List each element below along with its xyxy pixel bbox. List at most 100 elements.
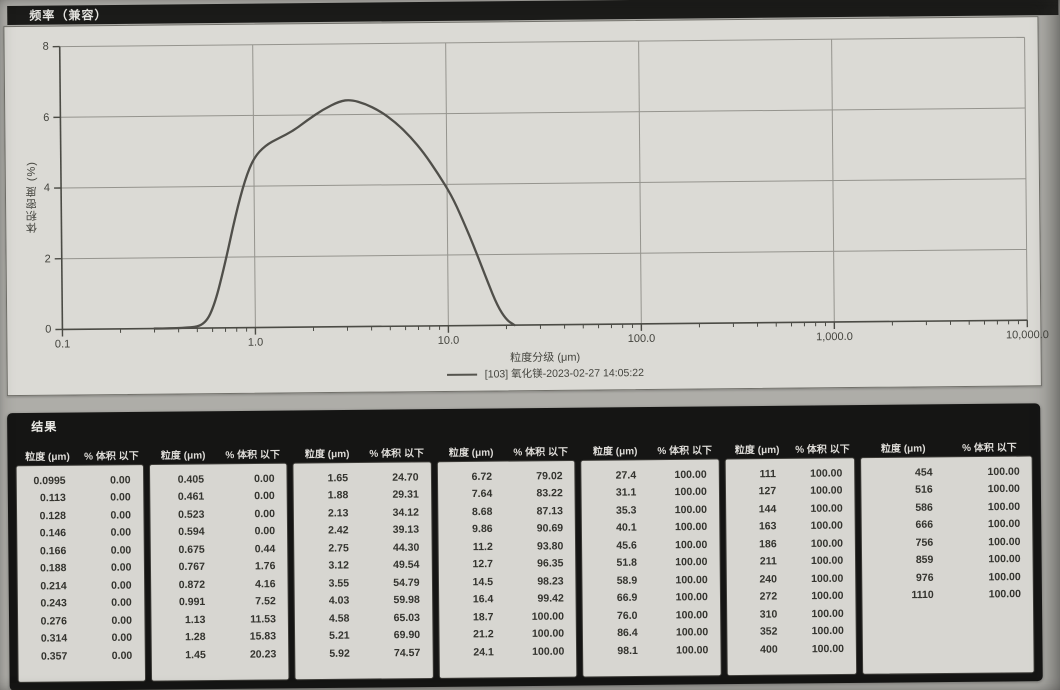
table-row: 16.4 99.42 — [439, 590, 576, 609]
pct-column-header: % 体积 以下 — [225, 449, 281, 461]
pct-value: 100.00 — [675, 608, 709, 622]
pct-value: 0.00 — [111, 631, 133, 645]
results-column-body: 0.405 0.00 0.461 0.00 0.523 0.00 0.594 0.00 0.67… — [148, 462, 290, 682]
pct-column-header: % 体积 以下 — [962, 442, 1017, 454]
pct-value: 49.54 — [393, 558, 420, 572]
table-row: 98.1 100.00 — [583, 641, 720, 660]
pct-value: 100.00 — [988, 553, 1021, 566]
pct-value: 100.00 — [675, 556, 708, 569]
pct-value: 54.79 — [393, 576, 420, 589]
results-column-body: 111 100.00 127 100.00 144 100.00 163 100.00 186 1… — [724, 457, 858, 677]
table-row: 0.0995 0.00 — [17, 471, 143, 490]
table-row: 1.88 29.31 — [294, 486, 431, 505]
size-value: 18.7 — [472, 610, 494, 624]
size-column-header: 粒度 (μm) — [304, 448, 350, 461]
size-value: 0.146 — [39, 527, 67, 540]
table-row: 0.357 0.00 — [18, 647, 144, 666]
size-value: 0.188 — [40, 562, 67, 575]
pct-value: 44.30 — [392, 541, 420, 554]
pct-value: 100.00 — [675, 573, 708, 587]
table-row: 66.9 100.00 — [583, 588, 720, 607]
pct-value: 0.00 — [110, 473, 131, 487]
size-value: 76.0 — [616, 609, 638, 622]
pct-value: 100.00 — [674, 485, 707, 499]
pct-value: 90.69 — [536, 522, 564, 535]
plot-area: 0.1 1.0 10.0 100.0 1,000.0 10,000.0 0 2 4 6 8 — [42, 36, 1049, 351]
pct-value: 0.00 — [254, 490, 275, 503]
table-row: 352 100.00 — [727, 622, 856, 641]
pct-value: 0.00 — [111, 579, 132, 592]
pct-value: 100.00 — [532, 645, 565, 658]
table-row: 0.523 0.00 — [150, 505, 287, 524]
results-column-body: 0.0995 0.00 0.113 0.00 0.128 0.00 0.146 0.00 0.1… — [15, 464, 146, 683]
size-value: 3.55 — [328, 577, 350, 590]
table-row: 8.68 87.13 — [438, 502, 575, 521]
pct-value: 0.00 — [111, 649, 133, 662]
table-row: 0.146 0.00 — [17, 524, 143, 543]
size-value: 8.68 — [471, 505, 493, 518]
size-value: 976 — [915, 571, 934, 584]
x-tick-label: 100.0 — [627, 332, 656, 346]
pct-value: 0.00 — [254, 507, 275, 520]
pct-value: 100.00 — [674, 521, 708, 534]
size-value: 21.2 — [473, 628, 494, 641]
x-tick-label: 0.1 — [54, 338, 71, 351]
pct-value: 74.57 — [393, 646, 421, 660]
pct-value: 39.13 — [392, 523, 420, 537]
pct-value: 100.00 — [674, 503, 708, 516]
pct-value: 100.00 — [988, 535, 1021, 548]
legend-line-swatch — [446, 373, 477, 376]
table-row: 0.166 0.00 — [17, 541, 143, 560]
results-column: 粒度 (μm) % 体积 以下 454 100.00 516 100.00 586 100.0… — [860, 435, 1035, 675]
pct-value: 83.22 — [536, 487, 563, 500]
size-value: 0.461 — [177, 490, 205, 504]
size-value: 0.523 — [178, 508, 205, 521]
table-row: 3.12 49.54 — [294, 556, 431, 575]
pct-value: 15.83 — [249, 630, 277, 643]
pct-value: 100.00 — [810, 537, 844, 550]
table-row: 4.03 59.98 — [295, 591, 432, 610]
size-value: 0.594 — [178, 525, 205, 539]
table-row: 144 100.00 — [726, 499, 855, 518]
size-value: 211 — [759, 555, 777, 568]
table-row: 310 100.00 — [727, 605, 856, 624]
table-row: 14.5 98.23 — [439, 572, 576, 591]
table-row: 35.3 100.00 — [582, 501, 719, 520]
size-value: 0.872 — [178, 578, 206, 591]
pct-value: 100.00 — [675, 626, 709, 639]
pct-value: 99.42 — [537, 592, 564, 605]
size-value: 0.0995 — [33, 474, 66, 487]
table-row: 4.58 65.03 — [295, 609, 432, 628]
size-value: 0.405 — [177, 473, 205, 486]
y-tick-label: 6 — [43, 111, 50, 124]
pct-column-header: % 体积 以下 — [657, 445, 713, 457]
size-value: 1110 — [911, 589, 934, 602]
size-column-header: 粒度 (μm) — [734, 444, 780, 456]
pct-value: 0.00 — [111, 614, 132, 627]
table-row: 0.872 4.16 — [151, 575, 288, 594]
table-row: 211 100.00 — [726, 552, 855, 571]
table-row: 40.1 100.00 — [582, 518, 719, 537]
pct-value: 100.00 — [811, 642, 845, 655]
pct-value: 100.00 — [675, 538, 708, 551]
table-row: 2.42 39.13 — [294, 521, 431, 540]
size-column-header: 粒度 (μm) — [160, 449, 206, 462]
size-value: 1.13 — [184, 613, 206, 626]
table-row: 31.1 100.00 — [582, 483, 719, 502]
pct-value: 65.03 — [393, 611, 421, 624]
column-header-row: 粒度 (μm) % 体积 以下 — [292, 441, 431, 462]
table-row: 1.65 24.70 — [294, 468, 431, 487]
column-header-row: 粒度 (μm) % 体积 以下 — [15, 444, 143, 465]
table-row: 163 100.00 — [726, 517, 855, 536]
size-column-header: 粒度 (μm) — [448, 447, 494, 459]
frequency-chart-panel: 体积密度 (%) 0.1 1.0 10.0 100.0 1,000.0 10,000.0 0… — [3, 16, 1049, 397]
pct-value: 1.76 — [254, 560, 276, 573]
table-row: 0.991 7.52 — [151, 593, 288, 612]
pct-column-header: % 体积 以下 — [369, 447, 425, 460]
size-value: 66.9 — [616, 591, 638, 605]
size-value: 0.113 — [39, 492, 66, 505]
size-column-header: 粒度 (μm) — [880, 443, 926, 455]
table-row: 1.28 15.83 — [151, 628, 288, 647]
legend-label: [103] 氧化镁-2023-02-27 14:05:22 — [484, 366, 645, 381]
pct-value: 0.00 — [110, 509, 131, 522]
